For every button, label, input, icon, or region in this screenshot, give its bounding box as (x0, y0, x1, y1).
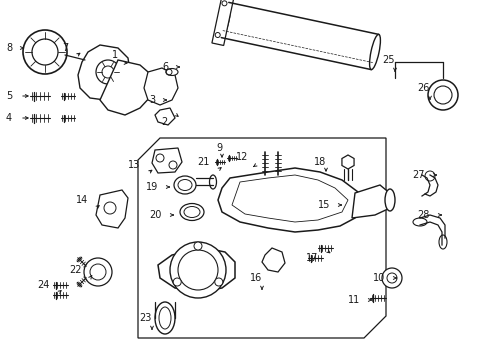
Text: 6: 6 (162, 62, 168, 72)
Ellipse shape (155, 302, 175, 334)
Text: 25: 25 (383, 55, 395, 65)
Polygon shape (155, 108, 175, 125)
Ellipse shape (439, 235, 447, 249)
Text: 17: 17 (306, 253, 318, 263)
Polygon shape (78, 45, 130, 100)
Polygon shape (342, 155, 354, 169)
Polygon shape (352, 185, 392, 218)
Ellipse shape (413, 218, 427, 226)
Text: 21: 21 (197, 157, 210, 167)
Text: 28: 28 (417, 210, 430, 220)
Polygon shape (144, 68, 178, 105)
Text: 23: 23 (140, 313, 152, 323)
Ellipse shape (385, 189, 395, 211)
Text: 3: 3 (149, 95, 155, 105)
Text: 9: 9 (216, 143, 222, 153)
Ellipse shape (220, 3, 230, 38)
Ellipse shape (210, 175, 217, 189)
Text: 19: 19 (146, 182, 158, 192)
Text: 1: 1 (112, 50, 118, 60)
Circle shape (84, 258, 112, 286)
Polygon shape (96, 190, 128, 228)
Polygon shape (212, 0, 234, 45)
Text: 26: 26 (417, 83, 430, 93)
Polygon shape (218, 168, 362, 232)
Text: 27: 27 (413, 170, 425, 180)
Text: 14: 14 (76, 195, 88, 205)
Ellipse shape (166, 68, 178, 76)
Text: 16: 16 (250, 273, 262, 283)
Polygon shape (262, 248, 285, 272)
Text: 24: 24 (38, 280, 50, 290)
Circle shape (382, 268, 402, 288)
Ellipse shape (369, 34, 380, 69)
Circle shape (428, 80, 458, 110)
Circle shape (170, 242, 226, 298)
Polygon shape (152, 148, 182, 173)
Text: 15: 15 (318, 200, 330, 210)
Circle shape (215, 278, 223, 286)
Ellipse shape (174, 176, 196, 194)
Text: 4: 4 (6, 113, 12, 123)
Circle shape (23, 30, 67, 74)
Polygon shape (100, 60, 155, 115)
Text: 22: 22 (70, 265, 82, 275)
Text: 7: 7 (62, 43, 68, 53)
Circle shape (173, 278, 181, 286)
Text: 8: 8 (6, 43, 12, 53)
Circle shape (194, 242, 202, 250)
Text: 11: 11 (348, 295, 360, 305)
Polygon shape (158, 248, 235, 292)
Text: 13: 13 (128, 160, 140, 170)
Circle shape (425, 171, 435, 181)
Text: 2: 2 (161, 117, 167, 127)
Ellipse shape (180, 203, 204, 220)
Text: 10: 10 (373, 273, 385, 283)
Text: 5: 5 (6, 91, 12, 101)
Text: 18: 18 (314, 157, 326, 167)
Text: 12: 12 (236, 152, 248, 162)
Text: 20: 20 (149, 210, 162, 220)
Circle shape (96, 60, 120, 84)
